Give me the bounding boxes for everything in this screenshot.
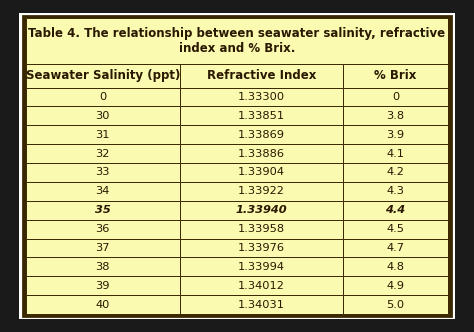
Bar xyxy=(180,182,343,201)
Text: 39: 39 xyxy=(95,281,110,291)
Text: 1.33300: 1.33300 xyxy=(238,92,285,102)
Text: 1.33976: 1.33976 xyxy=(238,243,285,253)
Text: 32: 32 xyxy=(96,149,110,159)
Bar xyxy=(343,276,448,295)
Bar xyxy=(26,125,180,144)
Bar xyxy=(26,64,180,88)
Bar xyxy=(343,144,448,163)
Text: 1.34031: 1.34031 xyxy=(238,300,285,310)
Text: 4.3: 4.3 xyxy=(387,186,404,196)
Text: 4.9: 4.9 xyxy=(387,281,404,291)
Bar xyxy=(343,88,448,106)
Text: 1.33886: 1.33886 xyxy=(238,149,285,159)
Text: Seawater Salinity (ppt): Seawater Salinity (ppt) xyxy=(26,69,180,82)
Text: 34: 34 xyxy=(96,186,110,196)
Text: 36: 36 xyxy=(96,224,110,234)
Text: 4.4: 4.4 xyxy=(385,205,406,215)
Text: 35: 35 xyxy=(95,205,110,215)
Text: 4.7: 4.7 xyxy=(387,243,404,253)
Bar xyxy=(180,64,343,88)
Text: 4.1: 4.1 xyxy=(387,149,404,159)
Text: 31: 31 xyxy=(95,130,110,140)
Bar xyxy=(180,239,343,257)
Bar xyxy=(26,88,180,106)
Bar xyxy=(343,64,448,88)
Text: 37: 37 xyxy=(95,243,110,253)
Bar xyxy=(26,163,180,182)
Bar xyxy=(343,106,448,125)
Bar xyxy=(26,257,180,276)
Bar xyxy=(343,257,448,276)
Bar xyxy=(26,201,180,220)
Text: 1.33994: 1.33994 xyxy=(238,262,285,272)
Text: 38: 38 xyxy=(95,262,110,272)
Text: 4.2: 4.2 xyxy=(387,167,404,178)
Bar xyxy=(343,182,448,201)
Text: 5.0: 5.0 xyxy=(386,300,405,310)
Text: 0: 0 xyxy=(99,92,106,102)
Text: Table 4. The relationship between seawater salinity, refractive
index and % Brix: Table 4. The relationship between seawat… xyxy=(28,27,446,55)
Bar xyxy=(343,201,448,220)
Text: 30: 30 xyxy=(95,111,110,121)
Bar xyxy=(26,182,180,201)
Text: 1.33922: 1.33922 xyxy=(238,186,285,196)
Text: 1.33869: 1.33869 xyxy=(238,130,285,140)
Bar xyxy=(180,201,343,220)
Bar xyxy=(180,257,343,276)
Bar xyxy=(26,220,180,239)
Text: 1.33958: 1.33958 xyxy=(238,224,285,234)
Bar xyxy=(180,163,343,182)
Bar xyxy=(180,220,343,239)
Bar xyxy=(180,125,343,144)
Text: 1.34012: 1.34012 xyxy=(238,281,285,291)
Text: Refractive Index: Refractive Index xyxy=(207,69,316,82)
Bar xyxy=(180,276,343,295)
Text: 1.33940: 1.33940 xyxy=(236,205,287,215)
Text: 4.8: 4.8 xyxy=(387,262,404,272)
Text: % Brix: % Brix xyxy=(374,69,417,82)
Text: 3.9: 3.9 xyxy=(386,130,405,140)
Bar xyxy=(180,295,343,314)
Bar xyxy=(180,106,343,125)
Text: 40: 40 xyxy=(96,300,110,310)
Bar xyxy=(180,88,343,106)
Text: 1.33851: 1.33851 xyxy=(238,111,285,121)
Text: 4.5: 4.5 xyxy=(387,224,404,234)
Bar xyxy=(343,220,448,239)
Text: 3.8: 3.8 xyxy=(386,111,405,121)
Bar xyxy=(26,144,180,163)
Bar xyxy=(343,163,448,182)
Text: 33: 33 xyxy=(95,167,110,178)
Bar xyxy=(26,295,180,314)
Bar xyxy=(26,276,180,295)
Bar xyxy=(343,239,448,257)
Bar xyxy=(26,18,448,314)
Bar xyxy=(26,106,180,125)
Text: 1.33904: 1.33904 xyxy=(238,167,285,178)
Bar xyxy=(26,239,180,257)
Bar xyxy=(343,125,448,144)
Bar xyxy=(180,144,343,163)
Bar xyxy=(343,295,448,314)
Bar xyxy=(26,18,448,64)
Text: 0: 0 xyxy=(392,92,399,102)
